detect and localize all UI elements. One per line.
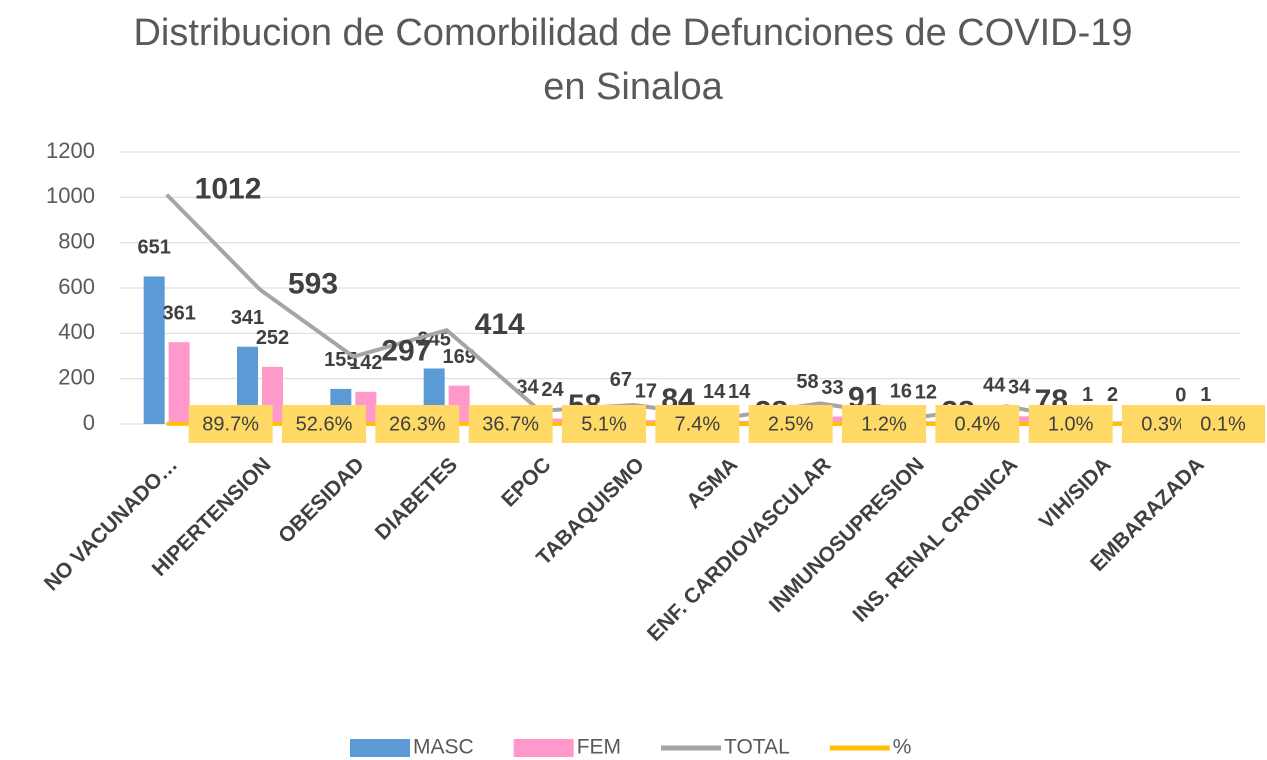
legend-swatch — [513, 739, 574, 757]
chart-title: Distribucion de Comorbilidad de Defuncio… — [133, 12, 1133, 108]
label-box-bg — [188, 405, 273, 443]
line-label: 1.2% — [861, 413, 907, 435]
line-label: 297 — [381, 335, 431, 368]
line-label: 1012 — [195, 173, 262, 206]
bar-label: 67 — [610, 369, 632, 391]
legend-label: TOTAL — [724, 736, 790, 759]
legend-swatch — [350, 739, 410, 757]
x-tick-label: ENF. CARDIOVASCULAR — [643, 453, 836, 646]
bar-label: 16 — [890, 381, 912, 403]
bar-label: 252 — [256, 327, 289, 349]
bar-label: 1 — [1082, 384, 1093, 406]
label-box-bg — [655, 405, 740, 443]
label-box-bg — [468, 405, 553, 443]
label-box: 0.1% — [1181, 405, 1265, 443]
line-label: 414 — [475, 308, 525, 341]
bar — [143, 276, 165, 424]
bar-label: 341 — [231, 307, 264, 329]
bar-label: 1 — [1200, 384, 1211, 406]
line-label: 0.4% — [955, 413, 1001, 435]
x-tick-label: DIABETES — [371, 453, 462, 544]
line-label: 7.4% — [675, 413, 721, 435]
line-label: 89.7% — [202, 413, 259, 435]
label-box: 52.6% — [282, 405, 366, 443]
label-box: 1.2% — [842, 405, 926, 443]
bar-label: 12 — [915, 382, 937, 404]
label-box: 2.5% — [748, 405, 833, 443]
y-tick-label: 400 — [58, 319, 95, 344]
y-tick-label: 0 — [83, 410, 95, 435]
bar-label: 24 — [541, 379, 564, 401]
bar-label: 33 — [821, 377, 843, 399]
line-label: 52.6% — [296, 413, 353, 435]
y-tick-label: 1000 — [46, 183, 95, 208]
label-box-bg — [1181, 405, 1265, 443]
bar-label: 0 — [1175, 384, 1186, 406]
bar-label: 17 — [635, 380, 657, 402]
x-tick-label: OBESIDAD — [274, 453, 369, 548]
bar-label: 361 — [162, 302, 195, 324]
label-box: 1.0% — [1028, 405, 1113, 443]
legend-label: FEM — [577, 736, 621, 759]
line-label: 0.1% — [1200, 413, 1246, 435]
label-box: 0.4% — [935, 405, 1020, 443]
bar-label: 651 — [137, 237, 170, 259]
bar-label: 142 — [349, 352, 382, 374]
line-label: 593 — [288, 268, 338, 301]
label-box: 7.4% — [655, 405, 740, 443]
x-tick-label: VIH/SIDA — [1035, 453, 1116, 534]
label-box-bg — [748, 405, 833, 443]
y-tick-label: 200 — [58, 364, 95, 389]
y-tick-label: 1200 — [46, 138, 95, 163]
line-label: 2.5% — [768, 413, 814, 435]
bar-label: 169 — [442, 346, 475, 368]
bar-label: 14 — [728, 381, 751, 403]
label-box-bg — [375, 405, 460, 443]
label-box-bg — [935, 405, 1020, 443]
line-label: 26.3% — [389, 413, 446, 435]
line-label: 0.3% — [1141, 413, 1187, 435]
bar-label: 58 — [796, 371, 818, 393]
x-tick-label: INMUNOSUPRESION — [765, 453, 929, 617]
x-tick-label: EPOC — [497, 453, 555, 511]
bar-label: 14 — [703, 381, 726, 403]
label-box: 36.7% — [468, 405, 553, 443]
x-tick-label: INS. RENAL CRONICA — [849, 453, 1023, 627]
bar-label: 34 — [1008, 377, 1031, 399]
label-box-bg — [562, 405, 646, 443]
y-tick-label: 600 — [58, 274, 95, 299]
label-box-bg — [842, 405, 926, 443]
label-box: 89.7% — [188, 405, 273, 443]
line-label: 5.1% — [581, 413, 627, 435]
bar — [237, 346, 258, 424]
line-label: 36.7% — [482, 413, 539, 435]
label-box: 5.1% — [562, 405, 646, 443]
legend-label: % — [893, 736, 912, 759]
line-label: 1.0% — [1048, 413, 1094, 435]
label-box-bg — [282, 405, 366, 443]
bar — [168, 342, 190, 424]
bar-label: 44 — [983, 374, 1006, 396]
label-box: 26.3% — [375, 405, 460, 443]
legend-label: MASC — [413, 736, 474, 759]
label-box-bg — [1028, 405, 1113, 443]
x-tick-label: ASMA — [682, 453, 742, 513]
bar-label: 2 — [1107, 384, 1118, 406]
y-tick-label: 800 — [58, 228, 95, 253]
